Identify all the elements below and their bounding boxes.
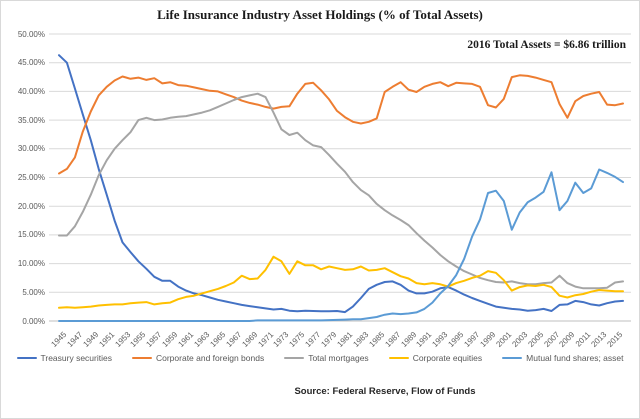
chart-annotation: 2016 Total Assets = $6.86 trillion bbox=[467, 39, 626, 51]
legend-item-corporate-and-foreign-bonds[interactable]: Corporate and foreign bonds bbox=[131, 353, 265, 363]
y-tick-label: 30.00% bbox=[17, 144, 45, 154]
legend-item-total-mortgages[interactable]: Total mortgages bbox=[284, 353, 369, 363]
legend-line-swatch bbox=[284, 356, 305, 360]
legend-line-swatch bbox=[502, 356, 523, 360]
series-line-mutual-fund-shares-asset bbox=[58, 168, 624, 322]
y-tick-label: 45.00% bbox=[17, 58, 45, 68]
y-tick-label: 35.00% bbox=[17, 115, 45, 125]
legend-item-treasury-securities[interactable]: Treasury securities bbox=[16, 353, 112, 363]
legend-line-swatch bbox=[388, 356, 409, 360]
legend-line-swatch bbox=[16, 356, 37, 360]
legend-label: Corporate equities bbox=[412, 353, 483, 363]
series-line-corporate-and-foreign-bonds bbox=[58, 74, 624, 175]
y-tick-label: 40.00% bbox=[17, 86, 45, 96]
legend-label: Mutual fund shares; asset bbox=[526, 353, 624, 363]
y-tick-label: 25.00% bbox=[17, 173, 45, 182]
y-tick-label: 10.00% bbox=[17, 259, 45, 269]
source-note: Source: Federal Reserve, Flow of Funds bbox=[294, 386, 476, 397]
legend-line-swatch bbox=[131, 356, 152, 360]
legend-label: Corporate and foreign bonds bbox=[155, 353, 265, 363]
legend-label: Treasury securities bbox=[40, 353, 112, 363]
chart-title: Life Insurance Industry Asset Holdings (… bbox=[157, 7, 483, 22]
legend-item-mutual-fund-shares-asset[interactable]: Mutual fund shares; asset bbox=[502, 353, 624, 363]
series-line-treasury-securities bbox=[58, 54, 624, 314]
y-tick-label: 50.00% bbox=[17, 29, 45, 39]
y-tick-label: 0.00% bbox=[22, 316, 45, 326]
legend: Treasury securities Corporate and foreign… bbox=[1, 353, 639, 363]
y-tick-label: 15.00% bbox=[17, 230, 45, 240]
legend-item-corporate-equities[interactable]: Corporate equities bbox=[388, 353, 483, 363]
series-line-total-mortgages bbox=[58, 92, 624, 290]
y-tick-label: 20.00% bbox=[17, 201, 45, 211]
y-tick-label: 5.00% bbox=[22, 287, 45, 297]
legend-label: Total mortgages bbox=[308, 353, 369, 363]
series-line-corporate-equities bbox=[58, 255, 624, 309]
